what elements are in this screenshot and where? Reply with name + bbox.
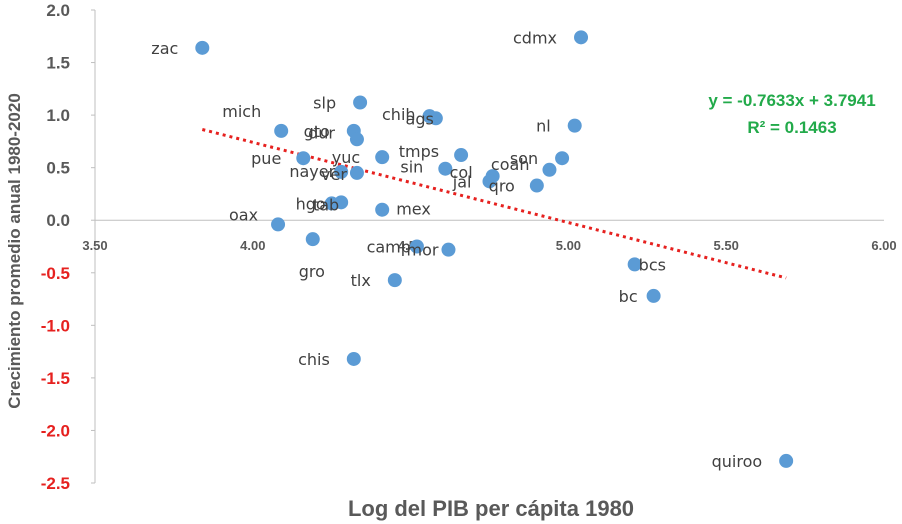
point-label-hgo: hgo bbox=[296, 194, 326, 213]
data-point-chis bbox=[346, 351, 361, 366]
data-point-yuc bbox=[375, 150, 390, 165]
data-point-nayer bbox=[334, 164, 349, 179]
trendline bbox=[201, 128, 787, 280]
data-point-gro bbox=[305, 232, 320, 247]
data-point-qro bbox=[529, 178, 544, 193]
r-squared: R² = 0.1463 bbox=[747, 118, 836, 137]
data-point-mor bbox=[441, 242, 456, 257]
point-label-ags: ags bbox=[406, 109, 434, 128]
data-point-tmps bbox=[454, 148, 469, 163]
point-label-mor: mor bbox=[407, 241, 439, 260]
y-axis-title: Crecimiento promedio anual 1980-2020 bbox=[5, 93, 24, 409]
data-point-slp bbox=[353, 95, 368, 110]
point-label-gto: gto bbox=[304, 122, 330, 141]
point-label-tab: tab bbox=[313, 195, 339, 214]
data-point-bc bbox=[646, 288, 661, 303]
point-label-son: son bbox=[510, 149, 538, 168]
x-tick-label: 4.00 bbox=[240, 238, 265, 253]
point-label-camp: camp bbox=[367, 238, 411, 257]
point-label-cdmx: cdmx bbox=[513, 28, 557, 47]
point-label-mich: mich bbox=[222, 102, 261, 121]
point-label-jal: jal bbox=[452, 172, 472, 191]
point-label-mex: mex bbox=[396, 200, 431, 219]
x-axis-ticks: 3.504.004.505.005.506.00 bbox=[82, 238, 896, 253]
data-point-cdmx bbox=[574, 30, 589, 45]
data-point-mex bbox=[375, 202, 390, 217]
y-axis-ticks: 2.0 1.5 1.0 0.5 0.0 -0.5 -1.0 -1.5 -2.0 -2.5 bbox=[41, 1, 95, 493]
point-label-chih: chih bbox=[382, 105, 416, 124]
data-point-sin bbox=[438, 161, 453, 176]
data-point-jal bbox=[482, 174, 497, 189]
data-point-zac bbox=[195, 40, 210, 55]
point-label-tlx: tlx bbox=[351, 271, 371, 290]
point-label-oax: oax bbox=[229, 205, 258, 224]
point-label-pue: pue bbox=[251, 149, 281, 168]
point-label-dur: dur bbox=[308, 123, 335, 142]
point-label-sin: sin bbox=[400, 158, 423, 177]
data-point-ver bbox=[349, 165, 364, 180]
data-point-son bbox=[555, 151, 570, 166]
data-point-mich bbox=[274, 123, 289, 138]
y-tick-label: -2.5 bbox=[41, 474, 70, 493]
point-label-tmps: tmps bbox=[399, 142, 439, 161]
data-point-pue bbox=[296, 151, 311, 166]
point-label-col: col bbox=[450, 163, 473, 182]
y-tick-label: -0.5 bbox=[41, 264, 70, 283]
x-tick-label: 5.00 bbox=[556, 238, 581, 253]
point-label-gro: gro bbox=[299, 262, 325, 281]
x-tick-label: 6.00 bbox=[871, 238, 896, 253]
data-point-oax bbox=[271, 217, 286, 232]
data-point-tab bbox=[334, 195, 349, 210]
trendline-equation: y = -0.7633x + 3.7941 bbox=[708, 91, 875, 110]
data-point-quiroo bbox=[779, 453, 794, 468]
y-tick-label: -1.0 bbox=[41, 316, 70, 335]
x-tick-label: 3.50 bbox=[82, 238, 107, 253]
y-tick-label: 1.0 bbox=[46, 106, 70, 125]
data-point-camp bbox=[409, 239, 424, 254]
y-tick-label: 2.0 bbox=[46, 1, 70, 20]
point-label-zac: zac bbox=[151, 39, 178, 58]
point-label-nayer: nayer bbox=[289, 162, 335, 181]
y-tick-label: -2.0 bbox=[41, 421, 70, 440]
point-label-slp: slp bbox=[313, 93, 336, 112]
y-tick-label: 1.5 bbox=[46, 54, 70, 73]
x-axis-title: Log del PIB per cápita 1980 bbox=[348, 496, 634, 521]
point-label-nl: nl bbox=[536, 117, 551, 136]
point-label-chis: chis bbox=[298, 350, 330, 369]
y-tick-label: -1.5 bbox=[41, 369, 70, 388]
point-label-bc: bc bbox=[619, 287, 638, 306]
data-point-tlx bbox=[387, 273, 402, 288]
point-label-qro: qro bbox=[489, 177, 515, 196]
point-label-bcs: bcs bbox=[639, 255, 666, 274]
data-point-ags bbox=[428, 111, 443, 126]
data-points bbox=[195, 30, 794, 468]
x-tick-label: 5.50 bbox=[714, 238, 739, 253]
data-point-coah bbox=[542, 162, 557, 177]
y-tick-label: 0.5 bbox=[46, 159, 70, 178]
data-point-dur bbox=[349, 132, 364, 147]
point-label-quiroo: quiroo bbox=[712, 452, 763, 471]
point-label-coah: coah bbox=[491, 155, 530, 174]
axes bbox=[94, 10, 884, 483]
point-label-yuc: yuc bbox=[332, 148, 360, 167]
data-point-nl bbox=[567, 118, 582, 133]
y-tick-label: 0.0 bbox=[46, 211, 70, 230]
point-label-ver: ver bbox=[321, 165, 347, 184]
data-point-bcs bbox=[627, 257, 642, 272]
